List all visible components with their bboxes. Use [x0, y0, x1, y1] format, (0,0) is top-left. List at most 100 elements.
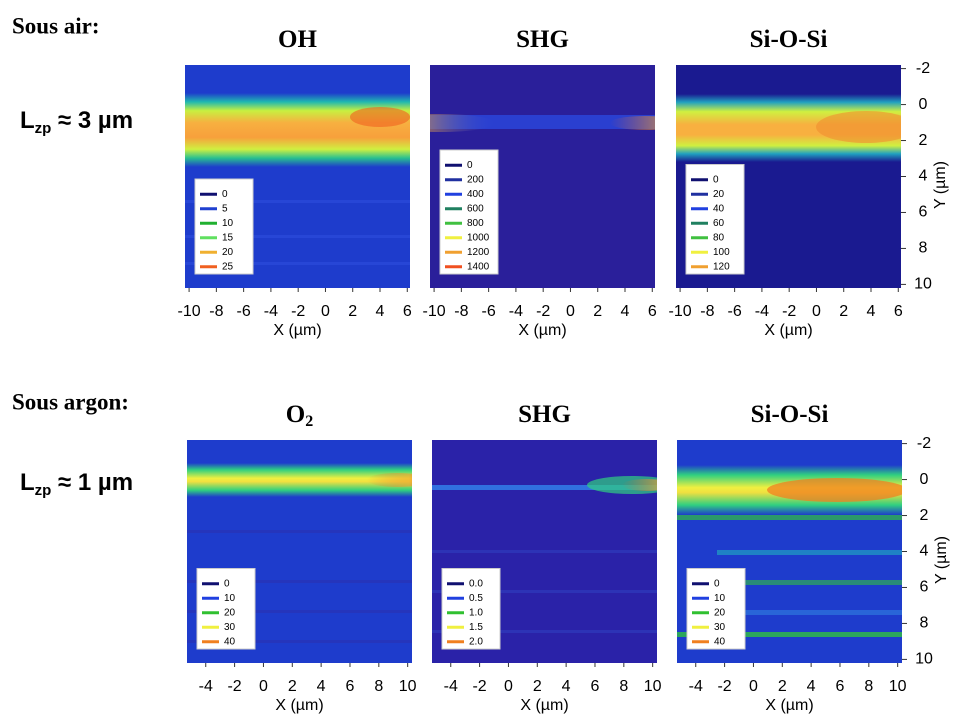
legend-label: 0 [713, 174, 719, 185]
x-tick-label: -2 [782, 303, 796, 320]
legend-label: 40 [713, 203, 725, 214]
heatmap-streak [187, 530, 412, 533]
x-tick-label: 2 [348, 303, 357, 320]
legend-label: 0 [714, 578, 720, 589]
legend-label: 10 [714, 593, 726, 604]
legend-label: 0 [467, 160, 473, 171]
legend [441, 568, 501, 650]
x-tick-label: -2 [536, 303, 550, 320]
heatmap-streak [717, 610, 902, 615]
x-tick-label: 4 [317, 678, 326, 695]
x-tick-label: 8 [619, 678, 628, 695]
heatmap-streak [432, 590, 657, 593]
legend-label: 40 [714, 636, 726, 647]
y-tick-label: -2 [917, 435, 931, 452]
heatmap-streak [677, 515, 902, 520]
legend-label: 20 [713, 189, 725, 200]
lzp-label: Lzp ≈ 1 µm [20, 469, 133, 499]
x-tick-label: 0 [749, 678, 758, 695]
heatmap-streak [185, 262, 410, 265]
chart-title: OH [278, 26, 317, 53]
legend-label: 0.5 [469, 593, 483, 604]
x-tick-label: -6 [482, 303, 496, 320]
chart-title: SHG [516, 26, 569, 53]
x-tick-label: -4 [509, 303, 523, 320]
x-tick-label: 2 [593, 303, 602, 320]
x-tick-label: 6 [591, 678, 600, 695]
legend-label: 30 [224, 622, 236, 633]
condition-label: Sous air: [12, 13, 100, 38]
x-tick-label: -2 [291, 303, 305, 320]
chart-title: SHG [518, 401, 571, 428]
y-tick-label: 10 [914, 276, 932, 293]
x-tick-label: 10 [644, 678, 662, 695]
x-tick-label: -4 [264, 303, 278, 320]
legend-label: 80 [713, 232, 725, 243]
x-tick-label: -4 [755, 303, 769, 320]
legend-label: 120 [713, 261, 730, 272]
x-tick-label: 6 [403, 303, 412, 320]
y-tick-label: 4 [919, 168, 928, 185]
heatmap-peak [610, 116, 655, 130]
heatmap-peak [350, 107, 410, 127]
legend-label: 800 [467, 218, 484, 229]
x-axis-label: X (µm) [520, 697, 568, 714]
heatmap-peak [430, 114, 495, 132]
x-tick-label: 4 [376, 303, 385, 320]
x-tick-label: 0 [321, 303, 330, 320]
y-tick-label: 6 [920, 579, 929, 596]
x-tick-label: -2 [472, 678, 486, 695]
x-tick-label: -4 [199, 678, 213, 695]
x-tick-label: 0 [259, 678, 268, 695]
x-tick-label: -10 [178, 303, 201, 320]
legend-label: 1400 [467, 261, 490, 272]
x-tick-label: -6 [237, 303, 251, 320]
x-tick-label: 4 [562, 678, 571, 695]
heatmap-streak [677, 632, 902, 637]
x-tick-label: 10 [399, 678, 417, 695]
legend-label: 25 [222, 261, 234, 272]
heatmap-streak [187, 580, 412, 583]
legend-label: 400 [467, 189, 484, 200]
x-tick-label: -8 [454, 303, 468, 320]
y-tick-label: 4 [920, 543, 929, 560]
legend-label: 2.0 [469, 636, 483, 647]
legend-label: 15 [222, 232, 234, 243]
x-tick-label: -4 [689, 678, 703, 695]
chart-title: Si-O-Si [750, 26, 828, 53]
x-tick-label: -6 [728, 303, 742, 320]
heatmap-band [185, 93, 410, 167]
legend [686, 568, 746, 650]
legend-label: 20 [714, 607, 726, 618]
legend-label: 10 [222, 218, 234, 229]
legend-label: 1.0 [469, 607, 483, 618]
y-tick-label: -2 [916, 60, 930, 77]
x-tick-label: -8 [209, 303, 223, 320]
x-tick-label: -2 [717, 678, 731, 695]
x-tick-label: -8 [700, 303, 714, 320]
y-tick-label: 8 [919, 240, 928, 257]
heatmap-band [432, 485, 657, 490]
x-tick-label: 6 [894, 303, 903, 320]
condition-label: Sous argon: [12, 389, 129, 414]
x-axis-label: X (µm) [275, 697, 323, 714]
x-tick-label: 6 [836, 678, 845, 695]
y-axis-label: Y (µm) [932, 161, 949, 209]
legend [196, 568, 256, 650]
lzp-label: Lzp ≈ 3 µm [20, 107, 133, 137]
x-tick-label: 4 [807, 678, 816, 695]
legend-label: 1.5 [469, 622, 483, 633]
x-axis-label: X (µm) [765, 697, 813, 714]
y-tick-label: 6 [919, 204, 928, 221]
x-tick-label: 0 [504, 678, 513, 695]
x-tick-label: -10 [669, 303, 692, 320]
x-tick-label: -10 [423, 303, 446, 320]
heatmap-peak [767, 478, 902, 502]
legend-label: 1200 [467, 247, 490, 258]
heatmap-streak [717, 580, 902, 585]
y-tick-label: 8 [920, 615, 929, 632]
x-tick-label: 2 [288, 678, 297, 695]
x-tick-label: -4 [444, 678, 458, 695]
x-tick-label: 8 [374, 678, 383, 695]
